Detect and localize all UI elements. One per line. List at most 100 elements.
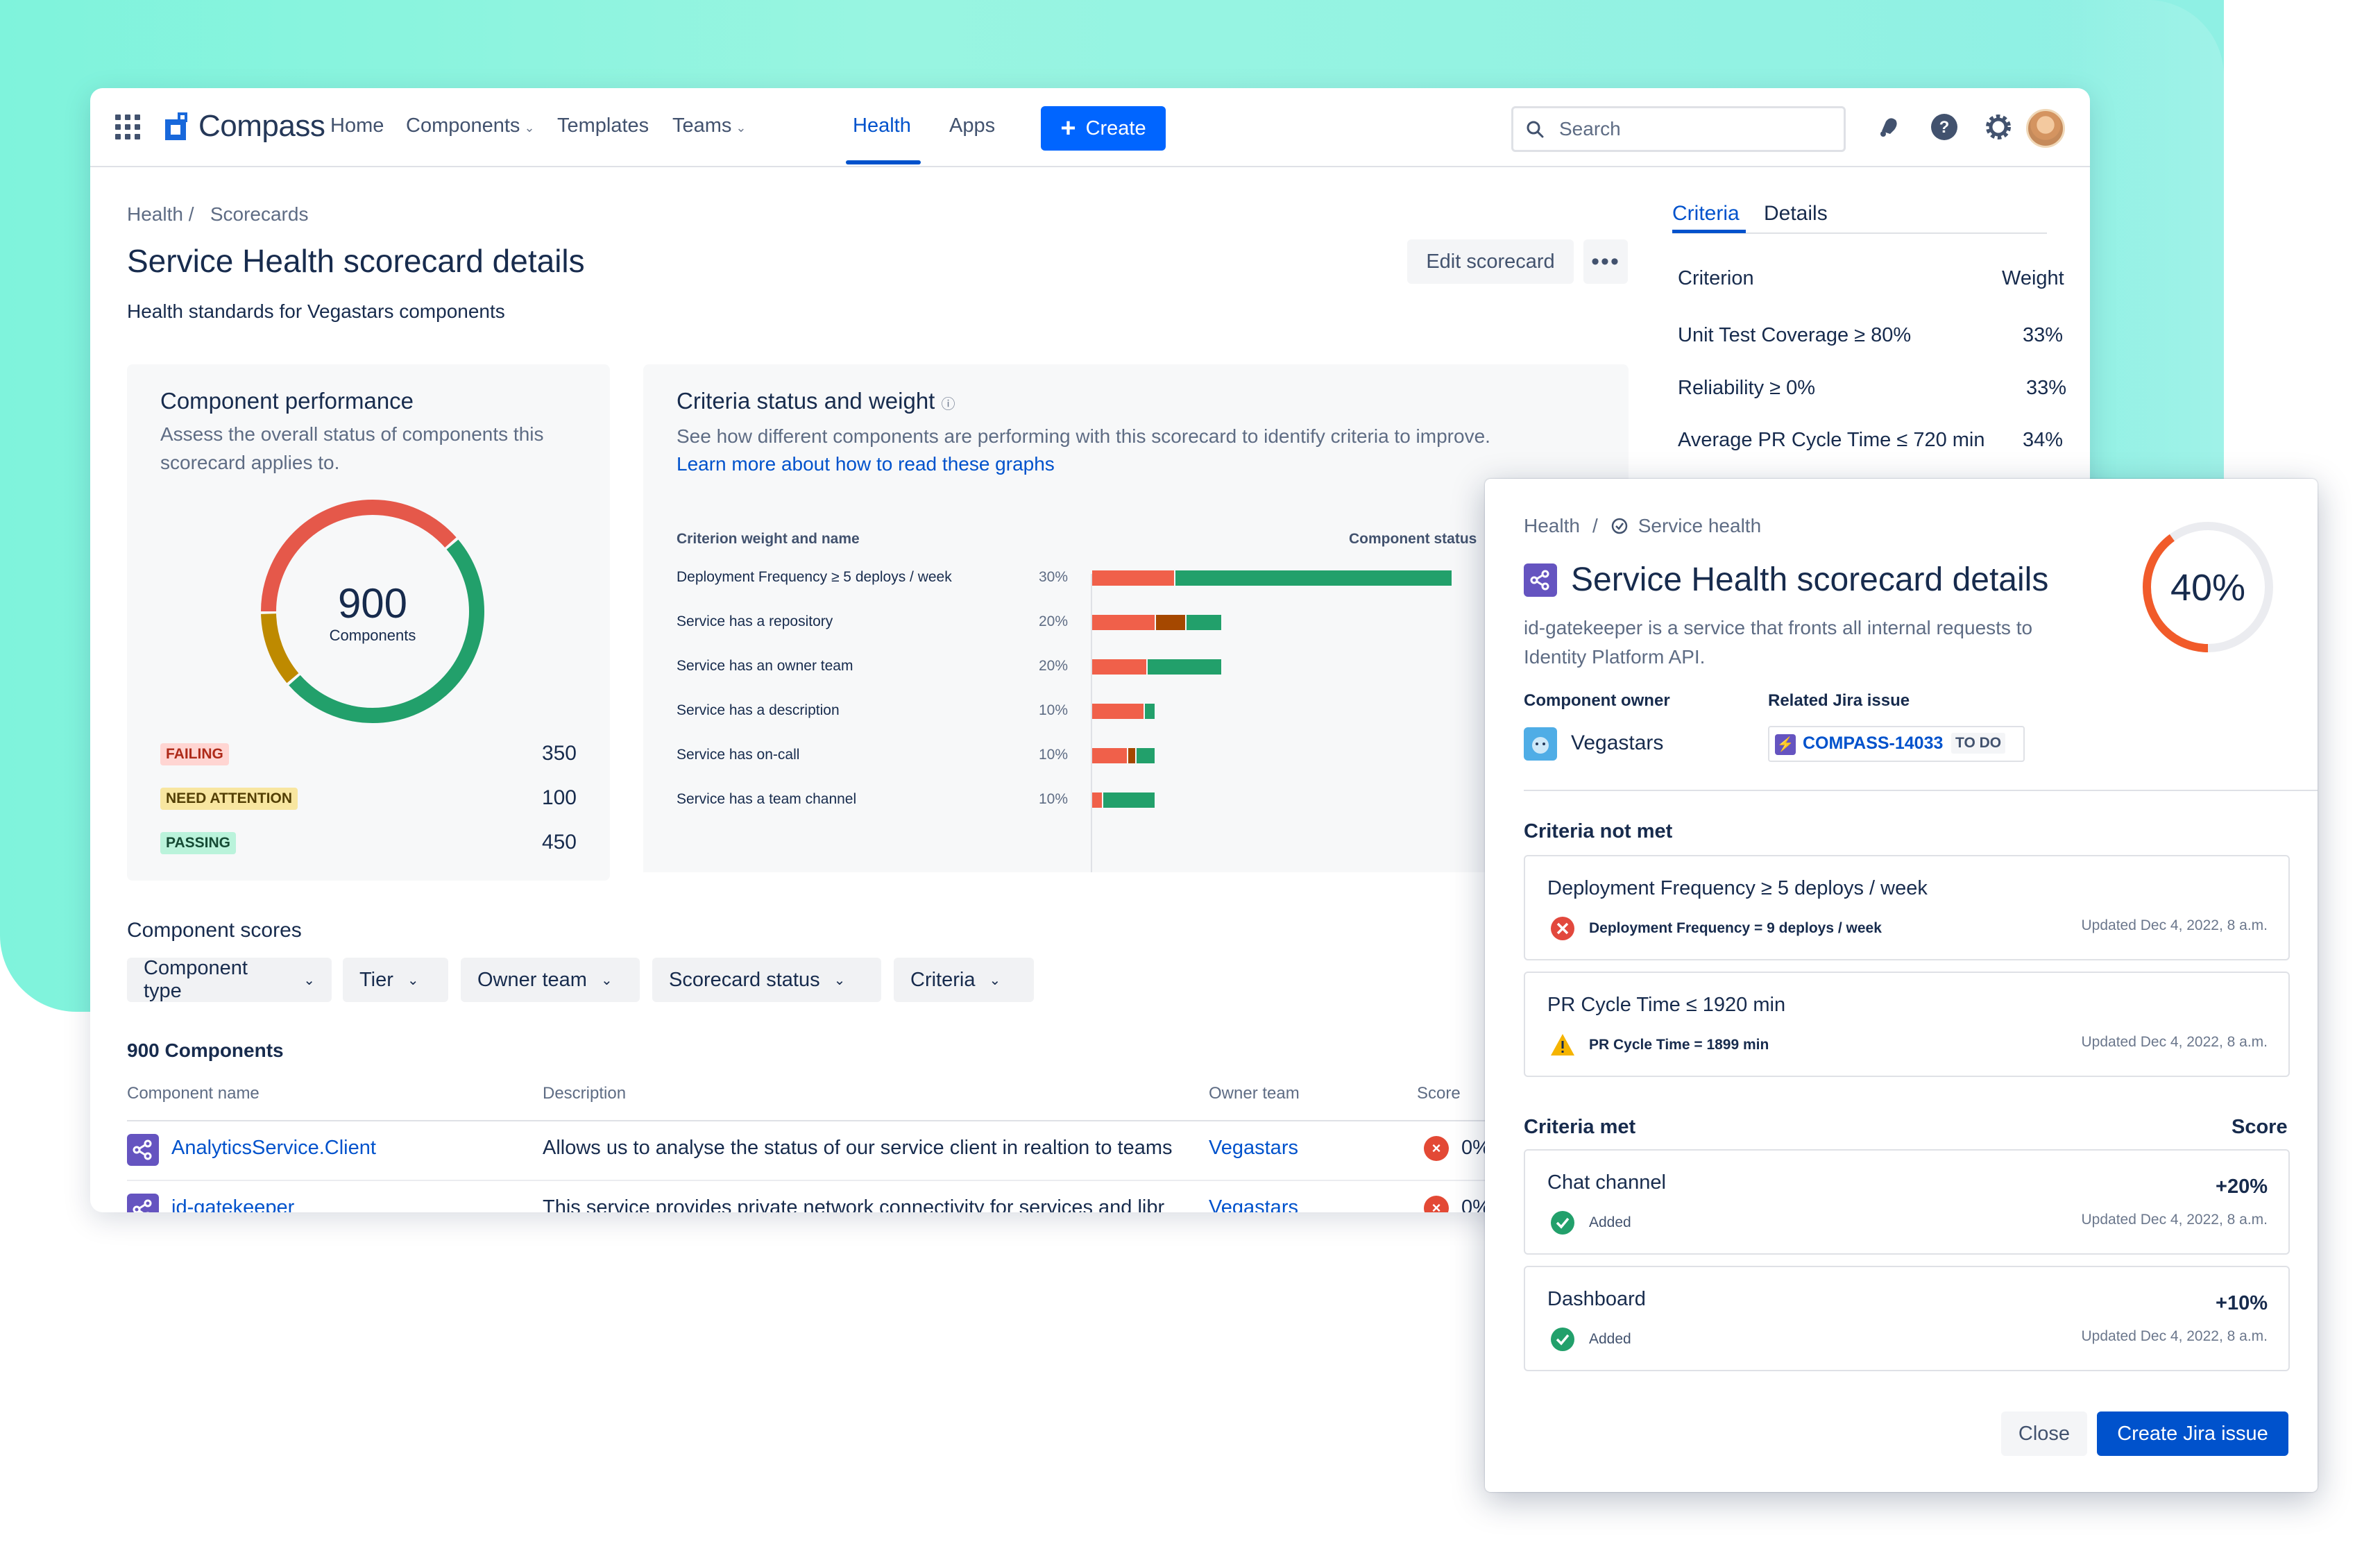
nav-health[interactable]: Health [853, 115, 911, 137]
filter-tier[interactable]: Tier ⌄ [343, 958, 448, 1002]
bar-weight-label: 10% [1039, 791, 1069, 807]
criterion-name: Average PR Cycle Time ≤ 720 min [1678, 429, 1985, 451]
component-performance-card: Component performance Assess the overall… [127, 364, 610, 881]
filter-scorecard-status[interactable]: Scorecard status ⌄ [652, 958, 881, 1002]
weight-header: Weight [2002, 267, 2064, 289]
bar-segment[interactable] [1137, 748, 1155, 763]
filter-label: Tier [359, 968, 393, 991]
more-actions-button[interactable]: ••• [1583, 239, 1628, 284]
column-score[interactable]: Score [1417, 1084, 1461, 1103]
chevron-down-icon: ⌄ [833, 972, 846, 988]
nav-home[interactable]: Home [330, 115, 384, 137]
search-input[interactable]: Search [1511, 106, 1846, 152]
tab-details[interactable]: Details [1764, 202, 1828, 225]
criterion-weight: 33% [2026, 377, 2067, 399]
bar-segment[interactable] [1092, 659, 1146, 675]
donut-segment-passing [261, 500, 484, 723]
jira-issue-chip[interactable]: ⚡ COMPASS-14033 TO DO [1768, 726, 2025, 762]
info-icon[interactable]: ⓘ [941, 397, 955, 412]
component-count: 900 Components [127, 1040, 284, 1061]
column-component-name[interactable]: Component name [127, 1084, 260, 1103]
component-name-link[interactable]: AnalyticsService.Client [171, 1137, 376, 1159]
criterion-card-not-met[interactable]: PR Cycle Time ≤ 1920 min PR Cycle Time =… [1524, 972, 2290, 1077]
settings-gear-icon[interactable] [1983, 112, 2014, 142]
component-owner-link[interactable]: Vegastars [1571, 731, 1664, 754]
criterion-header: Criterion [1678, 267, 1754, 289]
criterion-card-met[interactable]: Chat channel +20% Added Updated Dec 4, 2… [1524, 1149, 2290, 1255]
filter-component-type[interactable]: Component type ⌄ [127, 957, 332, 1002]
failing-count: 350 [541, 742, 577, 765]
component-owner-label: Component owner [1524, 691, 1670, 710]
criterion-detail: Added [1589, 1331, 1631, 1347]
bar-segment[interactable] [1092, 615, 1155, 630]
component-name-link[interactable]: id-gatekeeper [171, 1196, 295, 1212]
criterion-updated: Updated Dec 4, 2022, 8 a.m. [2081, 1212, 2268, 1228]
score-percentage: 40% [2170, 567, 2246, 609]
service-icon [127, 1134, 159, 1166]
plus-icon: + [1060, 113, 1076, 143]
modal-divider [1524, 790, 2318, 791]
criteria-status-description: See how different components are perform… [677, 425, 1490, 447]
bar-segment[interactable] [1092, 570, 1174, 586]
bar-segment[interactable] [1148, 659, 1221, 675]
create-jira-issue-button[interactable]: Create Jira issue [2097, 1411, 2288, 1456]
bar-segment[interactable] [1128, 748, 1135, 763]
notifications-icon[interactable] [1873, 112, 1904, 142]
criteria-status-card: Criteria status and weight ⓘ See how dif… [643, 364, 1629, 872]
jira-issue-key: COMPASS-14033 [1803, 734, 1944, 753]
user-avatar[interactable] [2026, 109, 2065, 148]
close-button[interactable]: Close [2001, 1411, 2087, 1456]
performance-donut-chart [261, 500, 484, 723]
nav-apps[interactable]: Apps [949, 115, 996, 137]
app-switcher-icon[interactable] [115, 115, 140, 139]
criterion-score: +20% [2216, 1176, 2268, 1198]
nav-teams[interactable]: Teams ⌄ [672, 115, 747, 137]
filter-label: Criteria [910, 968, 976, 991]
chart-axis [1091, 574, 1092, 872]
filter-criteria[interactable]: Criteria ⌄ [894, 958, 1034, 1002]
owner-team-link[interactable]: Vegastars [1209, 1137, 1298, 1159]
bar-weight-label: 30% [1039, 569, 1069, 585]
column-description[interactable]: Description [543, 1084, 627, 1103]
related-jira-label: Related Jira issue [1768, 691, 1910, 710]
criterion-card-not-met[interactable]: Deployment Frequency ≥ 5 deploys / week … [1524, 855, 2290, 960]
performance-description: Assess the overall status of components … [160, 423, 544, 473]
passing-lozenge: PASSING [160, 832, 236, 854]
bar-segment[interactable] [1145, 704, 1155, 719]
criterion-detail: Added [1589, 1214, 1631, 1230]
success-check-icon [1551, 1211, 1574, 1235]
bar-segment[interactable] [1103, 792, 1155, 808]
breadcrumb-scorecards[interactable]: Scorecards [210, 203, 309, 225]
criteria-met-title: Criteria met [1524, 1116, 1636, 1138]
criterion-card-met[interactable]: Dashboard +10% Added Updated Dec 4, 2022… [1524, 1266, 2290, 1371]
nav-components[interactable]: Components ⌄ [406, 115, 535, 137]
bar-segment[interactable] [1092, 704, 1144, 719]
modal-breadcrumb-health[interactable]: Health [1524, 515, 1580, 536]
modal-description: id-gatekeeper is a service that fronts a… [1524, 617, 2033, 668]
bar-segment[interactable] [1092, 748, 1127, 763]
criterion-title: PR Cycle Time ≤ 1920 min [1547, 994, 1786, 1016]
filter-owner-team[interactable]: Owner team ⌄ [461, 958, 640, 1002]
search-icon [1527, 121, 1544, 138]
chevron-down-icon: ⌄ [524, 121, 535, 135]
modal-breadcrumb-service-health[interactable]: Service health [1638, 515, 1762, 536]
bar-weight-label: 20% [1039, 658, 1069, 674]
owner-team-link[interactable]: Vegastars [1209, 1196, 1298, 1212]
create-button[interactable]: + Create [1041, 106, 1166, 151]
column-owner-team[interactable]: Owner team [1209, 1084, 1300, 1103]
bar-segment[interactable] [1092, 792, 1102, 808]
bar-segment[interactable] [1187, 615, 1221, 630]
criterion-score: +10% [2216, 1292, 2268, 1314]
edit-scorecard-button[interactable]: Edit scorecard [1407, 239, 1574, 284]
service-icon [127, 1194, 159, 1212]
bar-segment[interactable] [1156, 615, 1185, 630]
modal-breadcrumb: Health / Service health [1524, 515, 1761, 537]
bar-segment[interactable] [1175, 570, 1452, 586]
tab-criteria[interactable]: Criteria [1672, 202, 1740, 225]
help-icon[interactable]: ? [1929, 112, 1960, 142]
nav-templates[interactable]: Templates [557, 115, 649, 137]
learn-more-link[interactable]: Learn more about how to read these graph… [677, 453, 1055, 475]
criterion-updated: Updated Dec 4, 2022, 8 a.m. [2081, 917, 2268, 933]
breadcrumb-health[interactable]: Health [127, 203, 183, 225]
compass-logo[interactable]: Compass [165, 109, 325, 144]
